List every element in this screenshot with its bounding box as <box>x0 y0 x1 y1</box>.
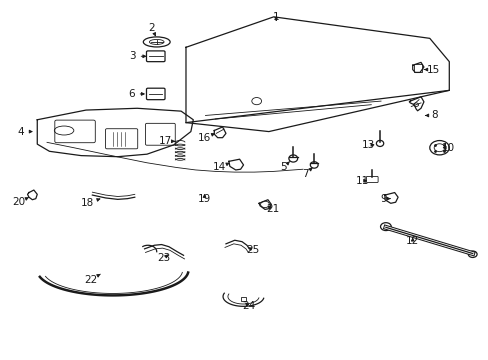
FancyBboxPatch shape <box>145 123 175 145</box>
Text: 19: 19 <box>198 194 211 204</box>
FancyBboxPatch shape <box>55 120 95 143</box>
Text: 4: 4 <box>18 127 32 136</box>
Text: 24: 24 <box>241 301 255 311</box>
Text: 9: 9 <box>379 194 389 204</box>
Text: 10: 10 <box>441 143 454 153</box>
Text: 2: 2 <box>148 23 155 36</box>
Text: 5: 5 <box>280 162 289 172</box>
Text: 22: 22 <box>84 274 100 285</box>
FancyBboxPatch shape <box>413 64 421 72</box>
FancyBboxPatch shape <box>105 129 138 149</box>
Text: 7: 7 <box>302 168 311 179</box>
FancyBboxPatch shape <box>240 297 246 301</box>
Text: 14: 14 <box>212 162 228 172</box>
Text: 11: 11 <box>355 176 368 186</box>
Text: 18: 18 <box>81 198 100 208</box>
Text: 20: 20 <box>13 197 29 207</box>
Text: 23: 23 <box>157 253 170 263</box>
Text: 1: 1 <box>272 12 279 22</box>
Text: 6: 6 <box>128 89 144 99</box>
Text: 15: 15 <box>424 64 439 75</box>
FancyBboxPatch shape <box>146 51 164 62</box>
Text: 3: 3 <box>129 51 145 61</box>
FancyBboxPatch shape <box>366 176 377 183</box>
Text: 16: 16 <box>198 133 214 143</box>
Text: 21: 21 <box>265 204 279 215</box>
Text: 13: 13 <box>362 140 375 150</box>
Text: 25: 25 <box>246 245 259 255</box>
Text: 8: 8 <box>425 111 437 121</box>
Text: 12: 12 <box>405 236 419 246</box>
Text: 17: 17 <box>159 136 175 146</box>
FancyBboxPatch shape <box>146 88 164 100</box>
